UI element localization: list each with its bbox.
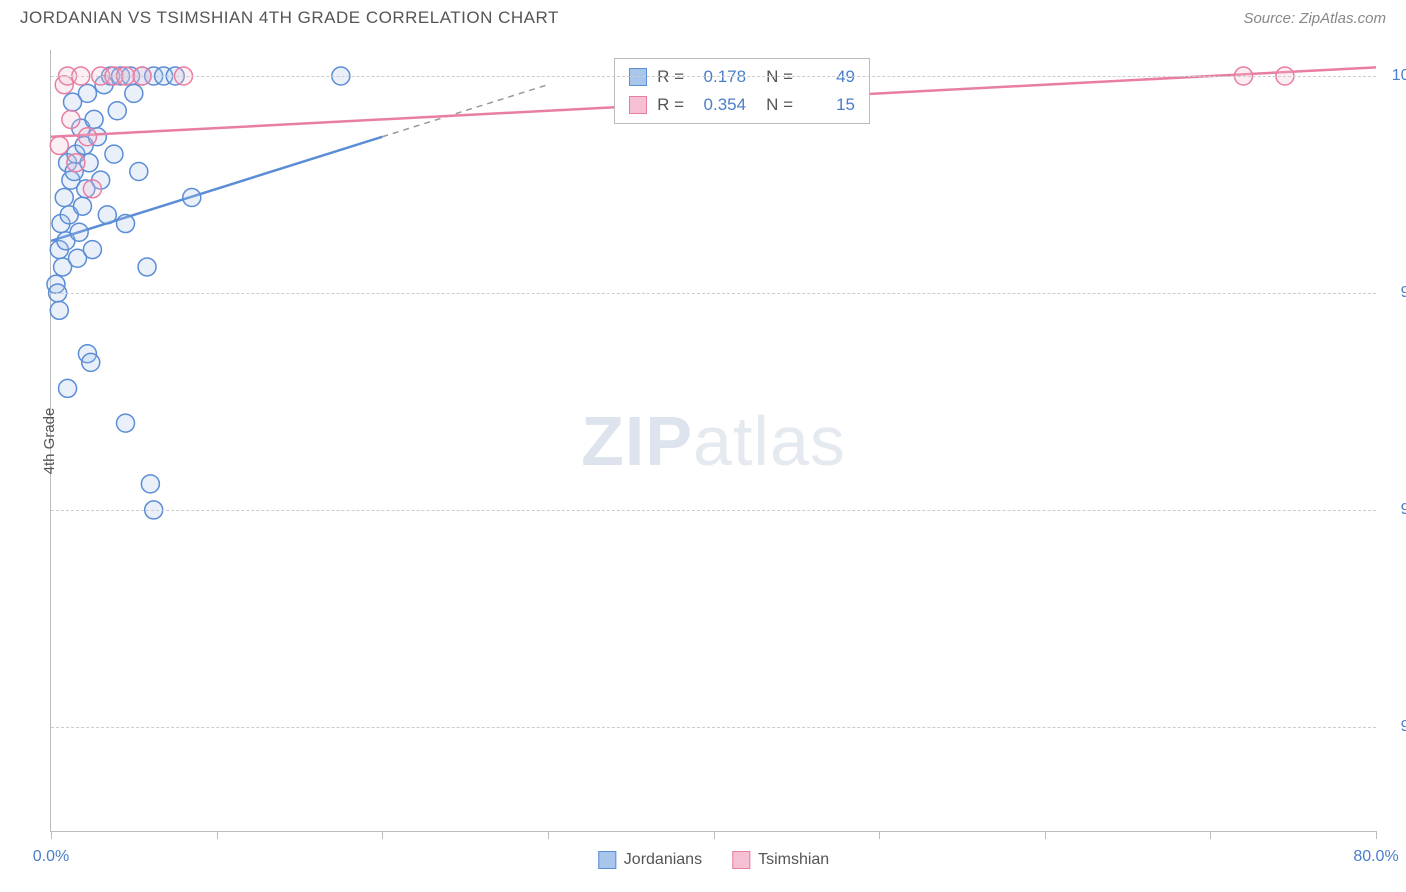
x-tick — [1376, 831, 1377, 839]
trend-line-extrapolated — [382, 85, 548, 137]
x-tick — [1045, 831, 1046, 839]
x-tick — [217, 831, 218, 839]
data-point — [78, 128, 96, 146]
data-point — [98, 206, 116, 224]
data-point — [117, 215, 135, 233]
data-point — [108, 102, 126, 120]
y-tick-label: 92.5% — [1386, 718, 1406, 736]
chart-title: JORDANIAN VS TSIMSHIAN 4TH GRADE CORRELA… — [20, 8, 559, 28]
data-point — [138, 258, 156, 276]
legend-label: Jordanians — [624, 851, 702, 869]
stat-n-value: 15 — [803, 91, 855, 119]
stats-legend-box: R =0.178N =49R =0.354N =15 — [614, 58, 870, 124]
data-point — [73, 197, 91, 215]
stat-r-value: 0.354 — [694, 91, 746, 119]
data-point — [59, 379, 77, 397]
gridline — [51, 293, 1376, 294]
series-legend: Jordanians Tsimshian — [598, 851, 829, 869]
chart-plot-area: 4th Grade ZIPatlas R =0.178N =49R =0.354… — [50, 50, 1376, 832]
data-point — [50, 301, 68, 319]
data-point — [70, 223, 88, 241]
x-tick-label: 80.0% — [1353, 848, 1398, 866]
data-point — [83, 241, 101, 259]
y-tick-label: 95.0% — [1386, 501, 1406, 519]
data-point — [130, 162, 148, 180]
gridline — [51, 510, 1376, 511]
source-attribution: Source: ZipAtlas.com — [1243, 10, 1386, 27]
data-point — [183, 189, 201, 207]
x-tick — [382, 831, 383, 839]
stats-row: R = 0.354 N = 15 — [629, 91, 855, 119]
data-point — [141, 475, 159, 493]
x-tick — [879, 831, 880, 839]
data-point — [85, 110, 103, 128]
y-tick-label: 97.5% — [1386, 284, 1406, 302]
legend-label: Tsimshian — [758, 851, 829, 869]
x-tick — [51, 831, 52, 839]
x-tick — [1210, 831, 1211, 839]
data-point — [50, 136, 68, 154]
series-swatch — [732, 851, 750, 869]
legend-item: Jordanians — [598, 851, 702, 869]
data-point — [62, 110, 80, 128]
data-point — [125, 84, 143, 102]
stat-label: R = — [657, 91, 684, 119]
data-point — [67, 154, 85, 172]
stat-label: N = — [766, 91, 793, 119]
data-point — [78, 84, 96, 102]
x-tick — [548, 831, 549, 839]
series-swatch — [598, 851, 616, 869]
series-swatch — [629, 96, 647, 114]
x-tick — [714, 831, 715, 839]
data-point — [82, 353, 100, 371]
x-tick-label: 0.0% — [33, 848, 69, 866]
legend-item: Tsimshian — [732, 851, 829, 869]
data-point — [55, 189, 73, 207]
y-tick-label: 100.0% — [1386, 67, 1406, 85]
data-point — [105, 145, 123, 163]
data-point — [117, 414, 135, 432]
gridline — [51, 76, 1376, 77]
gridline — [51, 727, 1376, 728]
data-point — [83, 180, 101, 198]
